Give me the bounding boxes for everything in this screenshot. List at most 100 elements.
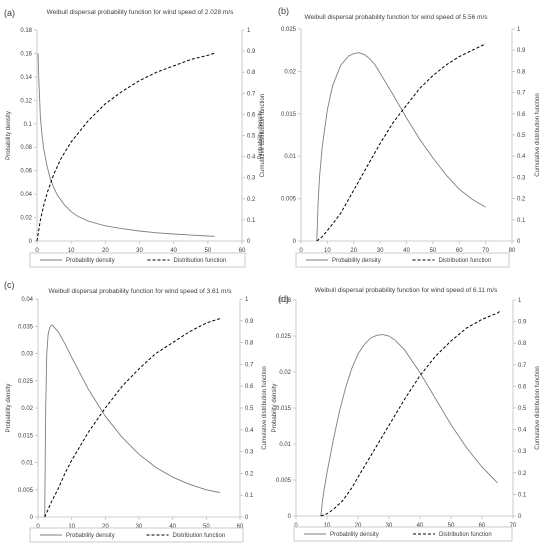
legend-label: Probability density [66, 533, 115, 539]
y-tick-label: 0.015 [276, 406, 292, 412]
panel-label: (d) [278, 294, 289, 304]
x-tick-label: 50 [204, 248, 211, 254]
y2-tick-label: 0.2 [247, 197, 256, 203]
y-tick-label: 0.015 [18, 433, 34, 439]
x-tick-label: 40 [417, 523, 424, 529]
x-tick-label: 0 [35, 248, 39, 254]
x-tick-label: 30 [386, 523, 393, 529]
y2-tick-label: 0.8 [245, 341, 254, 347]
x-tick-label: 60 [239, 248, 246, 254]
y-axis-title: Probability density [6, 111, 12, 160]
y2-tick-label: 0.6 [245, 384, 254, 390]
x-tick-label: 40 [169, 524, 176, 530]
y2-tick-label: 0.3 [247, 176, 256, 182]
y2-tick-label: 1 [517, 27, 521, 33]
x-tick-label: 30 [136, 248, 143, 254]
y-tick-label: 0.015 [281, 112, 297, 118]
y2-tick-label: 0.1 [247, 218, 256, 224]
y-tick-label: 0.08 [20, 145, 32, 151]
x-tick-label: 20 [350, 248, 357, 254]
y2-tick-label: 0.2 [518, 471, 527, 477]
y2-tick-label: 0.9 [247, 49, 256, 55]
legend: Probability density Distribution function [29, 252, 246, 268]
y2-tick-label: 0.3 [245, 450, 254, 456]
y-tick-label: 0.01 [21, 461, 33, 467]
y-tick-label: 0.03 [21, 352, 33, 358]
legend-box [293, 526, 513, 542]
y2-tick-label: 1 [247, 28, 251, 34]
y-tick-label: 0.06 [20, 169, 32, 175]
legend-label: Distribution function [439, 258, 492, 264]
y-tick-label: 0 [288, 514, 292, 520]
y2-tick-label: 0.1 [518, 492, 527, 498]
x-tick-label: 40 [170, 248, 177, 254]
y-tick-label: 0.04 [20, 192, 32, 198]
legend-label: Probability density [66, 258, 115, 264]
x-tick-label: 70 [510, 523, 517, 529]
y2-tick-label: 0.6 [517, 112, 526, 118]
probability-density-line [320, 334, 498, 517]
legend: Probability density Distribution function [295, 252, 510, 268]
panel-label: (b) [278, 6, 289, 16]
legend-box [29, 527, 244, 543]
y-tick-label: 0.01 [284, 154, 296, 160]
y2-tick-label: 0.5 [245, 406, 254, 412]
x-tick-label: 10 [324, 248, 331, 254]
y-tick-label: 0.16 [20, 51, 32, 57]
chart-title: Weibull dispersal probability function f… [48, 288, 232, 295]
x-tick-label: 20 [355, 523, 362, 529]
y2-tick-label: 0 [247, 239, 251, 245]
y2-tick-label: 0.9 [245, 319, 254, 325]
y-tick-label: 0.02 [284, 69, 296, 75]
y2-tick-label: 0.8 [517, 69, 526, 75]
y2-tick-label: 0.5 [247, 134, 256, 140]
x-tick-label: 40 [403, 248, 410, 254]
y-tick-label: 0.1 [24, 122, 33, 128]
chart-panel: (b) Weibull dispersal probability functio… [258, 6, 541, 268]
y2-tick-label: 1 [518, 298, 522, 304]
distribution-function-line [316, 43, 486, 242]
y-tick-label: 0.03 [279, 298, 291, 304]
legend-label: Probability density [330, 532, 379, 538]
y2-tick-label: 0.4 [245, 428, 254, 434]
y-axis-title: Probability density [6, 384, 12, 433]
chart-title: Weibull dispersal probability function f… [304, 14, 488, 21]
x-tick-label: 10 [68, 524, 75, 530]
x-tick-label: 30 [377, 248, 384, 254]
x-tick-label: 60 [237, 524, 244, 530]
y-tick-label: 0 [30, 515, 34, 521]
legend-box [295, 252, 510, 268]
y-tick-label: 0.02 [21, 406, 33, 412]
y2-tick-label: 0.3 [518, 449, 527, 455]
legend: Probability density Distribution function [293, 526, 513, 542]
x-tick-label: 10 [324, 523, 331, 529]
y-tick-label: 0.025 [281, 27, 297, 33]
y2-tick-label: 0.9 [518, 320, 527, 326]
y2-tick-label: 0.7 [517, 91, 526, 97]
legend-label: Probability density [332, 258, 381, 264]
chart-panel: (d) Weibull dispersal probability functio… [272, 287, 541, 542]
y2-tick-label: 0.2 [245, 471, 254, 477]
x-tick-label: 60 [479, 523, 486, 529]
y-tick-label: 0 [29, 239, 33, 245]
chart-panel: (c) Weibull dispersal probability functio… [4, 280, 268, 543]
y2-tick-label: 0.8 [247, 70, 256, 76]
y2-tick-label: 0.7 [247, 91, 256, 97]
x-tick-label: 50 [203, 524, 210, 530]
y2-tick-label: 0.3 [517, 175, 526, 181]
panel-label: (a) [4, 8, 15, 18]
legend: Probability density Distribution function [29, 527, 244, 543]
y-tick-label: 0.04 [21, 297, 33, 303]
x-tick-label: 0 [299, 248, 303, 254]
legend-label: Distribution function [174, 258, 227, 264]
y-tick-label: 0.025 [18, 379, 34, 385]
y2-tick-label: 0 [245, 515, 249, 521]
y-tick-label: 0.005 [276, 478, 292, 484]
legend-label: Distribution function [439, 532, 492, 538]
y2-tick-label: 1 [245, 297, 249, 303]
panel-label: (c) [4, 280, 15, 290]
y2-tick-label: 0.4 [517, 154, 526, 160]
y2-axis-title: Cumulative distribution function [535, 93, 541, 176]
